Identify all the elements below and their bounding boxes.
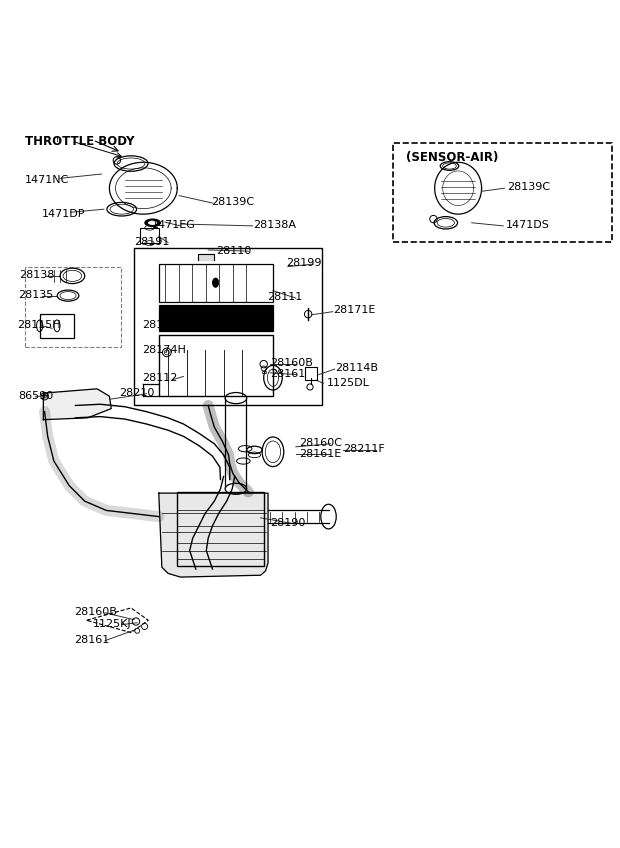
Text: 28113: 28113: [142, 321, 177, 330]
Text: 86590: 86590: [19, 391, 54, 401]
Bar: [134, 248, 322, 405]
Ellipse shape: [145, 219, 161, 226]
Text: 28160B: 28160B: [74, 606, 117, 616]
Text: THROTTLE BODY: THROTTLE BODY: [25, 135, 135, 148]
Text: 28139C: 28139C: [508, 182, 551, 192]
Text: 28112: 28112: [142, 373, 177, 383]
Text: 28211F: 28211F: [343, 444, 384, 454]
Text: 28199: 28199: [286, 258, 322, 268]
Text: 28191: 28191: [134, 237, 169, 247]
Text: (SENSOR-AIR): (SENSOR-AIR): [405, 151, 498, 165]
Text: 28160B: 28160B: [270, 358, 312, 368]
Text: 28174H: 28174H: [142, 345, 186, 355]
Text: 28139C: 28139C: [211, 197, 254, 207]
Text: 1125KJ: 1125KJ: [93, 619, 131, 629]
Text: 28210: 28210: [118, 388, 154, 399]
Text: 28135: 28135: [18, 290, 53, 300]
Text: 28138: 28138: [19, 270, 54, 280]
Text: 1125DL: 1125DL: [327, 377, 370, 388]
Bar: [262, 371, 265, 373]
Bar: [40, 314, 74, 338]
Text: 28161: 28161: [74, 635, 110, 645]
Bar: [305, 367, 317, 380]
Bar: [159, 334, 273, 396]
Text: 28190: 28190: [270, 518, 305, 527]
Text: 1471NC: 1471NC: [25, 175, 69, 185]
Text: 1471EG: 1471EG: [151, 220, 195, 230]
Text: 28138A: 28138A: [253, 220, 296, 230]
Text: 28161: 28161: [270, 369, 305, 379]
Bar: [159, 264, 273, 302]
Ellipse shape: [213, 278, 219, 287]
Bar: [140, 228, 159, 243]
Text: 28115H: 28115H: [17, 320, 60, 330]
Bar: [25, 266, 120, 347]
Text: 28111: 28111: [267, 292, 302, 302]
Text: 28161E: 28161E: [299, 449, 342, 459]
Bar: [159, 305, 273, 332]
FancyBboxPatch shape: [393, 143, 613, 242]
Polygon shape: [43, 389, 111, 420]
Text: 28171E: 28171E: [334, 305, 376, 315]
Text: 28110: 28110: [216, 246, 252, 255]
Text: 28160C: 28160C: [299, 438, 342, 448]
Text: 1471DP: 1471DP: [42, 209, 85, 219]
Text: 1471DS: 1471DS: [507, 220, 550, 230]
Text: 28114B: 28114B: [335, 364, 378, 373]
Polygon shape: [159, 494, 268, 577]
Ellipse shape: [148, 220, 157, 225]
Bar: [177, 492, 264, 566]
